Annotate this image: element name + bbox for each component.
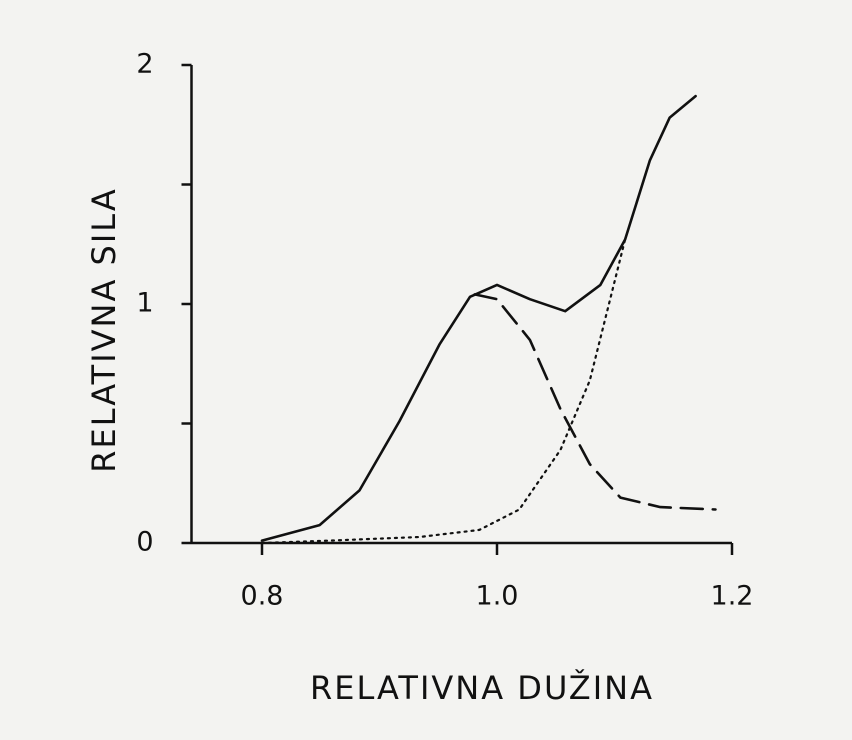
x-tick-label: 1.2	[711, 581, 754, 612]
x-tick-label: 1.0	[476, 581, 519, 612]
line-series	[473, 293, 717, 511]
y-tick-label: 1	[136, 288, 153, 319]
line-series	[260, 238, 627, 545]
x-axis-title: RELATIVNA DUŽINA	[310, 669, 654, 707]
y-tick-label: 0	[136, 527, 153, 558]
x-tick-label: 0.8	[241, 581, 284, 612]
line-series	[260, 94, 697, 542]
y-tick-label: 2	[136, 49, 153, 80]
y-axis-title: RELATIVNA SILA	[85, 187, 123, 473]
